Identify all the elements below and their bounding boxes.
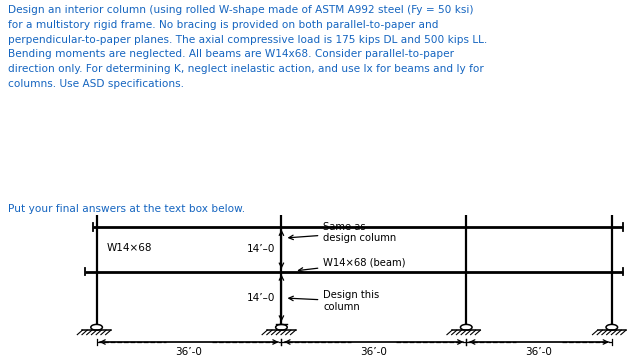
Text: Same as
design column: Same as design column (289, 222, 397, 243)
Text: 36’-0: 36’-0 (526, 347, 553, 357)
Text: Design this
column: Design this column (289, 290, 379, 312)
Text: Design an interior column (using rolled W-shape made of ASTM A992 steel (Fy = 50: Design an interior column (using rolled … (8, 5, 487, 88)
Text: 14’–0: 14’–0 (247, 244, 275, 254)
Text: W14×68: W14×68 (106, 243, 152, 253)
Text: 36’-0: 36’-0 (176, 347, 202, 357)
Text: Put your final answers at the text box below.: Put your final answers at the text box b… (8, 204, 245, 214)
Text: W14×68 (beam): W14×68 (beam) (298, 258, 406, 272)
Text: 36’-0: 36’-0 (361, 347, 387, 357)
Text: 14’–0: 14’–0 (247, 293, 275, 303)
